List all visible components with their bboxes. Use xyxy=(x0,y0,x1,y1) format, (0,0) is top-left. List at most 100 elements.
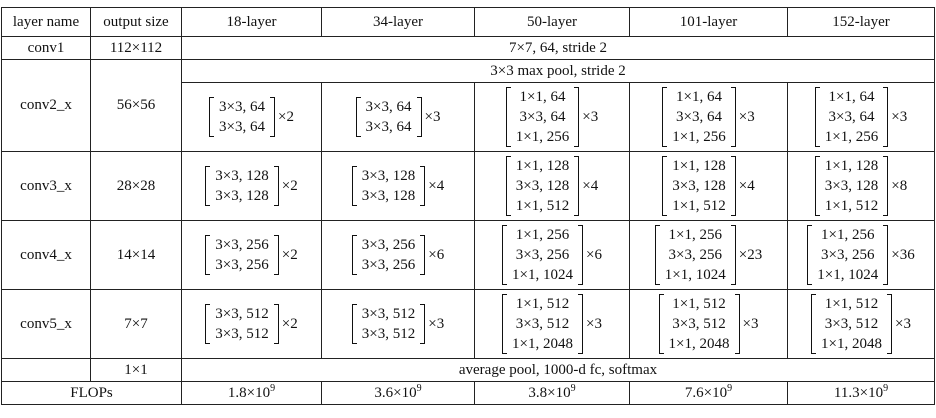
block-cell: 1×1, 64 3×3, 64 1×1, 256 ×3 xyxy=(629,82,788,152)
block-cell: 1×1, 512 3×3, 512 1×1, 2048 ×3 xyxy=(629,289,788,359)
bracket-group: 1×1, 256 3×3, 256 1×1, 1024 xyxy=(654,225,736,285)
layer-spec-line: 3×3, 256 xyxy=(668,247,722,263)
bracket-right-icon xyxy=(883,156,889,216)
layer-spec-line: 1×1, 256 xyxy=(668,227,722,243)
layer-spec-line: 1×1, 256 xyxy=(824,129,879,145)
bracket-group: 1×1, 512 3×3, 512 1×1, 2048 xyxy=(658,294,740,354)
layer-spec-line: 1×1, 2048 xyxy=(512,336,573,352)
layer-spec-line: 1×1, 128 xyxy=(824,158,879,174)
layer-spec-line: 3×3, 512 xyxy=(515,316,570,332)
bracket-right-icon xyxy=(578,225,583,285)
layer-spec-line: 1×1, 256 xyxy=(515,227,570,243)
block-cell: 1×1, 128 3×3, 128 1×1, 512 ×4 xyxy=(629,151,788,221)
conv1-name: conv1 xyxy=(1,36,91,60)
flops-mantissa: 11.3×10 xyxy=(833,384,884,401)
layer-spec-line: 1×1, 128 xyxy=(515,158,570,174)
bracket-right-icon xyxy=(574,156,580,216)
layer-spec-line: 1×1, 256 xyxy=(672,129,726,145)
bracket-left-icon xyxy=(807,225,813,285)
bracket-left-icon xyxy=(502,294,508,354)
bracket-left-icon xyxy=(814,87,820,147)
layer-spec-line: 1×1, 512 xyxy=(672,198,726,214)
layer-spec-line: 1×1, 512 xyxy=(515,296,570,312)
repeat-count: ×4 xyxy=(428,177,445,194)
layer-spec-line: 1×1, 64 xyxy=(519,89,566,105)
layer-spec-line: 3×3, 256 xyxy=(361,257,416,273)
bracket-right-icon xyxy=(883,225,889,285)
header-layer-name: layer name xyxy=(1,7,91,37)
block-spec: 3×3, 256 3×3, 256 ×2 xyxy=(205,235,298,275)
flops-mantissa: 7.6×10 xyxy=(684,384,728,401)
layer-spec-line: 3×3, 256 xyxy=(515,247,570,263)
repeat-count: ×3 xyxy=(738,108,755,125)
flops-mantissa: 3.8×10 xyxy=(528,384,571,401)
layer-spec-line: 3×3, 256 xyxy=(821,247,875,263)
stage-name: conv3_x xyxy=(1,151,91,221)
bracket-right-icon xyxy=(887,294,892,354)
layer-spec-line: 1×1, 64 xyxy=(828,89,875,105)
layer-spec-line: 3×3, 256 xyxy=(215,257,269,273)
block-spec: 3×3, 64 3×3, 64 ×3 xyxy=(355,97,441,137)
row-flops: FLOPs 1.8×109 3.6×109 3.8×109 7.6×109 11.3×10… xyxy=(1,381,935,405)
block-cell: 3×3, 512 3×3, 512 ×3 xyxy=(321,289,475,359)
block-cell: 1×1, 64 3×3, 64 1×1, 256 ×3 xyxy=(787,82,935,152)
repeat-count: ×3 xyxy=(742,315,759,332)
block-cell: 1×1, 64 3×3, 64 1×1, 256 ×3 xyxy=(474,82,630,152)
flops-value: 3.6×109 xyxy=(321,381,475,405)
layer-spec-line: 1×1, 2048 xyxy=(668,336,730,352)
row-maxpool: conv2_x 56×56 3×3 max pool, stride 2 xyxy=(1,59,935,152)
bracket-right-icon xyxy=(420,166,426,206)
layer-spec-line: 3×3, 256 xyxy=(215,237,269,253)
header-col-101: 101-layer xyxy=(629,7,788,37)
stage-name: conv2_x xyxy=(1,59,91,152)
layer-spec-line: 3×3, 64 xyxy=(828,109,875,125)
layer-spec-line: 3×3, 256 xyxy=(361,237,416,253)
layer-spec-line: 3×3, 512 xyxy=(361,326,416,342)
block-cell: 3×3, 128 3×3, 128 ×4 xyxy=(321,151,475,221)
repeat-count: ×3 xyxy=(424,108,441,125)
bracket-left-icon xyxy=(205,166,211,206)
bracket-left-icon xyxy=(351,304,357,344)
bracket-group: 1×1, 256 3×3, 256 1×1, 1024 xyxy=(502,225,583,285)
conv1-spec: 7×7, 64, stride 2 xyxy=(181,36,935,60)
bracket-group: 3×3, 512 3×3, 512 xyxy=(205,304,279,344)
repeat-count: ×6 xyxy=(586,246,602,263)
bracket-left-icon xyxy=(505,87,511,147)
block-spec: 1×1, 512 3×3, 512 1×1, 2048 ×3 xyxy=(658,294,759,354)
repeat-count: ×2 xyxy=(281,315,298,332)
block-cell: 3×3, 64 3×3, 64 ×2 xyxy=(181,82,322,152)
block-spec: 1×1, 64 3×3, 64 1×1, 256 ×3 xyxy=(505,87,598,147)
bracket-right-icon xyxy=(730,87,736,147)
block-cell: 1×1, 256 3×3, 256 1×1, 1024 ×6 xyxy=(474,220,630,290)
flops-value: 1.8×109 xyxy=(181,381,322,405)
header-col-18: 18-layer xyxy=(181,7,322,37)
layer-spec-line: 3×3, 64 xyxy=(219,99,265,115)
bracket-group: 1×1, 64 3×3, 64 1×1, 256 xyxy=(505,87,580,147)
header-col-34: 34-layer xyxy=(321,7,475,37)
block-spec: 1×1, 128 3×3, 128 1×1, 512 ×4 xyxy=(662,156,755,216)
block-spec: 1×1, 512 3×3, 512 1×1, 2048 ×3 xyxy=(811,294,911,354)
bracket-right-icon xyxy=(273,304,279,344)
layer-spec-line: 3×3, 512 xyxy=(824,316,879,332)
layer-spec-line: 3×3, 128 xyxy=(361,188,416,204)
stage-name: conv4_x xyxy=(1,220,91,290)
repeat-count: ×2 xyxy=(281,177,298,194)
flops-exponent: 9 xyxy=(570,382,576,394)
resnet-architecture-table: layer name output size 18-layer 34-layer… xyxy=(1,7,935,405)
repeat-count: ×3 xyxy=(586,315,602,332)
block-cell: 1×1, 512 3×3, 512 1×1, 2048 ×3 xyxy=(787,289,935,359)
repeat-count: ×2 xyxy=(278,108,294,125)
bracket-group: 3×3, 512 3×3, 512 xyxy=(351,304,426,344)
bracket-left-icon xyxy=(654,225,660,285)
block-spec: 3×3, 128 3×3, 128 ×2 xyxy=(205,166,298,206)
block-spec: 3×3, 64 3×3, 64 ×2 xyxy=(209,97,294,137)
row-conv1: conv1 112×112 7×7, 64, stride 2 xyxy=(1,36,935,60)
block-cell: 1×1, 256 3×3, 256 1×1, 1024 ×23 xyxy=(629,220,788,290)
block-cell: 3×3, 64 3×3, 64 ×3 xyxy=(321,82,475,152)
block-cell: 3×3, 256 3×3, 256 ×2 xyxy=(181,220,322,290)
bracket-right-icon xyxy=(273,235,279,275)
block-spec: 1×1, 256 3×3, 256 1×1, 1024 ×6 xyxy=(502,225,602,285)
flops-exponent: 9 xyxy=(270,382,276,394)
header-row: layer name output size 18-layer 34-layer… xyxy=(1,7,935,37)
layer-spec-line: 3×3, 64 xyxy=(519,109,566,125)
